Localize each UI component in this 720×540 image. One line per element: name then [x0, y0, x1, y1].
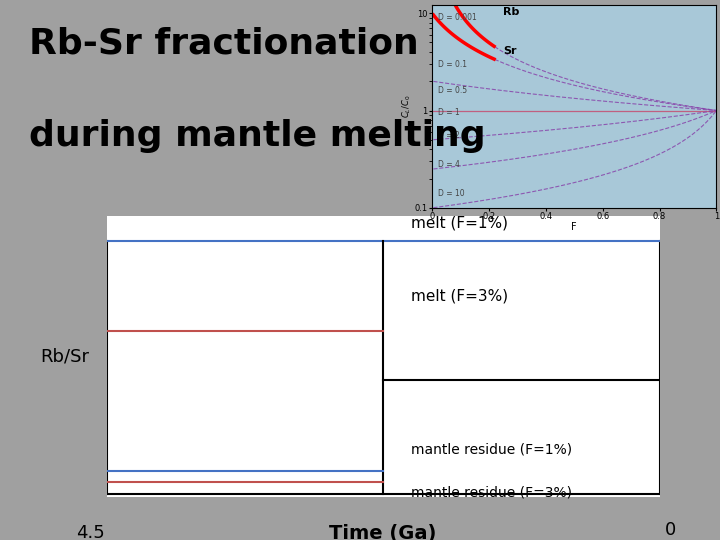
Text: 0: 0	[665, 522, 676, 539]
Text: D = 10: D = 10	[438, 189, 464, 198]
Text: melt (F=1%): melt (F=1%)	[410, 215, 508, 230]
Text: D = 0.1: D = 0.1	[438, 59, 467, 69]
Text: 4.5: 4.5	[76, 524, 104, 540]
Text: melt (F=3%): melt (F=3%)	[410, 288, 508, 303]
Y-axis label: $C_L/C_0$: $C_L/C_0$	[401, 95, 413, 118]
Text: D = 2: D = 2	[438, 131, 459, 140]
Text: mantle residue (F=1%): mantle residue (F=1%)	[410, 442, 572, 456]
Text: Rb: Rb	[503, 7, 519, 17]
Text: mantle residue (F=3%): mantle residue (F=3%)	[410, 485, 572, 500]
X-axis label: F: F	[572, 222, 577, 232]
Text: D = 0.001: D = 0.001	[438, 13, 477, 22]
Text: Sr: Sr	[503, 46, 517, 56]
Text: during mantle melting: during mantle melting	[29, 119, 485, 153]
Text: D = 1: D = 1	[438, 108, 459, 117]
Text: D = 4: D = 4	[438, 160, 459, 169]
Text: Rb-Sr fractionation: Rb-Sr fractionation	[29, 27, 418, 61]
Text: Rb/Sr: Rb/Sr	[40, 347, 89, 366]
Text: D = 0.5: D = 0.5	[438, 86, 467, 95]
Text: Time (Ga): Time (Ga)	[329, 524, 437, 540]
